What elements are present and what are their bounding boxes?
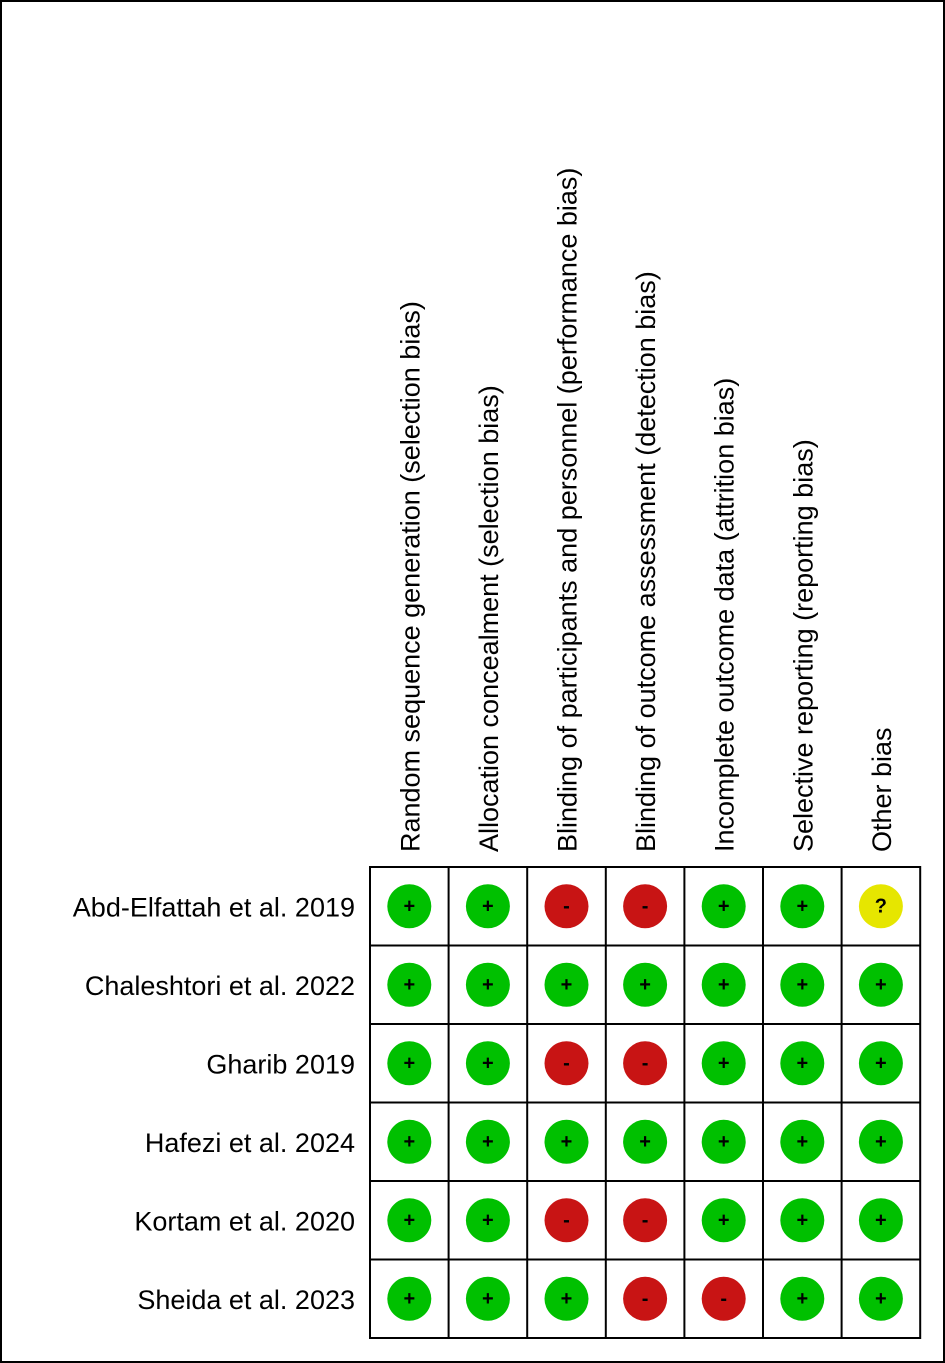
judgment-symbol: + [875, 1052, 887, 1074]
judgment-symbol: - [642, 1288, 649, 1310]
judgment-circle [780, 1041, 825, 1086]
study-label: Kortam et al. 2020 [134, 1206, 355, 1236]
judgment-circle [623, 1119, 668, 1164]
judgment-circle [544, 1041, 589, 1086]
judgment-symbol: + [796, 1131, 808, 1153]
column-header: Blinding of participants and personnel (… [553, 168, 583, 852]
study-label: Sheida et al. 2023 [137, 1285, 355, 1315]
judgment-symbol: + [561, 1131, 573, 1153]
judgment-symbol: - [642, 1209, 649, 1231]
judgment-symbol: - [563, 1209, 570, 1231]
judgment-circle [465, 884, 510, 929]
judgment-symbol: + [718, 895, 730, 917]
column-header: Other bias [867, 727, 897, 852]
judgment-symbol: + [796, 1288, 808, 1310]
judgment-circle [858, 1119, 903, 1164]
judgment-circle [858, 1041, 903, 1086]
judgment-circle [701, 1276, 746, 1321]
judgment-circle [701, 884, 746, 929]
judgment-circle [780, 1276, 825, 1321]
judgment-circle [387, 1119, 432, 1164]
judgment-symbol: + [561, 1288, 573, 1310]
judgment-symbol: + [561, 974, 573, 996]
judgment-symbol: + [403, 1209, 415, 1231]
study-label: Gharib 2019 [206, 1049, 355, 1079]
judgment-symbol: + [718, 1052, 730, 1074]
judgment-symbol: + [796, 974, 808, 996]
study-label: Chaleshtori et al. 2022 [85, 971, 355, 1001]
judgment-circle [465, 962, 510, 1007]
judgment-circle [623, 1041, 668, 1086]
judgment-circle [623, 962, 668, 1007]
judgment-circle [701, 1198, 746, 1243]
judgment-symbol: + [482, 974, 494, 996]
judgment-symbol: - [563, 1052, 570, 1074]
judgment-circle [387, 1041, 432, 1086]
column-header: Blinding of outcome assessment (detectio… [631, 271, 661, 852]
judgment-circle [858, 1276, 903, 1321]
judgment-symbol: - [642, 1052, 649, 1074]
judgment-symbol: + [482, 1288, 494, 1310]
judgment-symbol: + [403, 1052, 415, 1074]
judgment-symbol: - [642, 895, 649, 917]
judgment-circle [858, 962, 903, 1007]
judgment-circle [623, 1198, 668, 1243]
judgment-circle [544, 884, 589, 929]
judgment-circle [465, 1198, 510, 1243]
judgment-symbol: + [796, 1209, 808, 1231]
judgment-circle [544, 1276, 589, 1321]
judgment-circle [701, 1041, 746, 1086]
judgment-symbol: + [482, 1131, 494, 1153]
column-header: Incomplete outcome data (attrition bias) [710, 378, 740, 852]
judgment-symbol: + [875, 1288, 887, 1310]
judgment-symbol: - [720, 1288, 727, 1310]
judgment-circle [701, 962, 746, 1007]
judgment-symbol: - [563, 895, 570, 917]
study-label: Hafezi et al. 2024 [145, 1128, 355, 1158]
judgment-circle [544, 962, 589, 1007]
judgment-circle [623, 884, 668, 929]
judgment-symbol: + [639, 1131, 651, 1153]
column-header: Random sequence generation (selection bi… [395, 301, 425, 852]
judgment-symbol: + [875, 1131, 887, 1153]
judgment-symbol: + [796, 895, 808, 917]
judgment-circle [858, 1198, 903, 1243]
judgment-circle [858, 884, 903, 929]
study-label: Abd-Elfattah et al. 2019 [73, 892, 355, 922]
judgment-circle [465, 1041, 510, 1086]
column-header: Selective reporting (reporting bias) [788, 439, 818, 852]
judgment-symbol: + [875, 974, 887, 996]
judgment-symbol: + [639, 974, 651, 996]
judgment-circle [387, 962, 432, 1007]
judgment-symbol: + [718, 1131, 730, 1153]
judgment-circle [780, 1119, 825, 1164]
column-header: Allocation concealment (selection bias) [474, 385, 504, 852]
judgment-symbol: ? [875, 895, 887, 917]
judgment-symbol: + [718, 974, 730, 996]
judgment-symbol: + [796, 1052, 808, 1074]
judgment-symbol: + [403, 895, 415, 917]
judgment-symbol: + [403, 1288, 415, 1310]
judgment-symbol: + [718, 1209, 730, 1231]
judgment-circle [387, 884, 432, 929]
judgment-circle [623, 1276, 668, 1321]
judgment-symbol: + [403, 1131, 415, 1153]
judgment-circle [544, 1198, 589, 1243]
judgment-circle [701, 1119, 746, 1164]
judgment-circle [544, 1119, 589, 1164]
judgment-circle [780, 884, 825, 929]
judgment-circle [465, 1119, 510, 1164]
judgment-circle [780, 962, 825, 1007]
judgment-circle [387, 1198, 432, 1243]
judgment-circle [780, 1198, 825, 1243]
judgment-circle [387, 1276, 432, 1321]
judgment-symbol: + [482, 1052, 494, 1074]
judgment-symbol: + [482, 1209, 494, 1231]
judgment-symbol: + [403, 974, 415, 996]
judgment-symbol: + [482, 895, 494, 917]
judgment-circle [465, 1276, 510, 1321]
judgment-symbol: + [875, 1209, 887, 1231]
